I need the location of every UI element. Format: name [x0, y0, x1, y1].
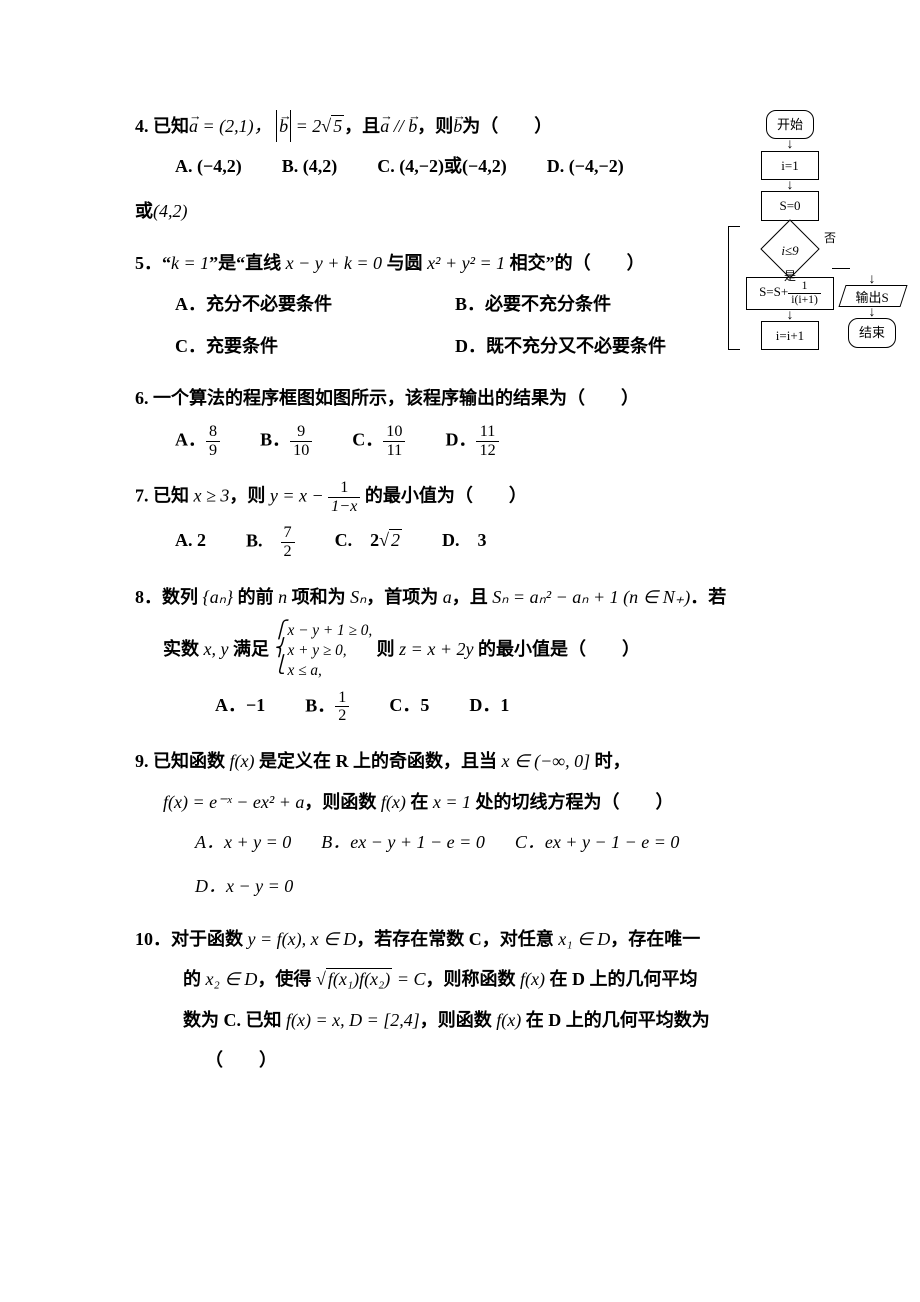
q4-opt-c: C. (4,−2)或(−4,2) [377, 150, 507, 182]
question-5: 5．“k = 1”是“直线 x − y + k = 0 与圆 x² + y² =… [135, 247, 695, 362]
q4-opt-d: D. (−4,−2) [547, 150, 624, 182]
q4-opt-a: A. (−4,2) [175, 150, 242, 182]
fc-arrow: ↓ [787, 310, 794, 321]
q-number: 10． [135, 929, 171, 949]
question-8: 8．数列 {aₙ} 的前 n 项和为 Sₙ，首项为 a，且 Sₙ = aₙ² −… [135, 581, 880, 726]
q6-opt-d: D．1112 [445, 423, 498, 460]
q4-opt-b: B. (4,2) [282, 150, 338, 182]
q5-opt-c: C．充要条件 [175, 330, 415, 362]
question-9: 9. 已知函数 f(x) 是定义在 R 上的奇函数，且当 x ∈ (−∞, 0]… [135, 745, 880, 903]
fc-arrow: ↓ [842, 274, 902, 285]
fc-init-i: i=1 [761, 151, 819, 180]
question-10: 10．对于函数 y = f(x), x ∈ D，若存在常数 C，对任意 x₁ ∈… [135, 923, 880, 1077]
q8-opt-d: D．1 [469, 689, 509, 726]
q9-options: A．x + y = 0 B．ex − y + 1 − e = 0 C．ex + … [135, 826, 880, 858]
q-number: 5． [135, 253, 162, 273]
q5-opt-d: D．既不充分又不必要条件 [455, 330, 695, 362]
q9-opt-a: A．x + y = 0 [195, 826, 291, 858]
q-number: 8． [135, 587, 162, 607]
q-number: 9. [135, 751, 149, 771]
q4-options: A. (−4,2) B. (4,2) C. (4,−2)或(−4,2) D. (… [135, 150, 695, 182]
q-number: 4. [135, 116, 149, 136]
q-number: 6. [135, 388, 149, 408]
q7-opt-a: A. 2 [175, 524, 206, 561]
q7-options: A. 2 B. 72 C. 22 D. 3 [135, 524, 880, 561]
q8-opt-b: B．12 [305, 689, 349, 726]
q7-opt-b: B. 72 [246, 524, 295, 561]
q8-opt-a: A．−1 [215, 689, 265, 726]
q9-opt-b: B．ex − y + 1 − e = 0 [321, 826, 485, 858]
q10-blank: （ ） [135, 1044, 880, 1076]
fc-yes-label: 是 [784, 266, 796, 288]
question-6: 6. 一个算法的程序框图如图所示，该程序输出的结果为（ ） A．89 B．910… [135, 382, 880, 459]
fc-arrow: ↓ [787, 139, 794, 150]
q6-opt-c: C．1011 [352, 423, 405, 460]
q9-options-2: D．x − y = 0 [135, 870, 880, 902]
fc-output: 输出S [838, 285, 907, 307]
fc-start: 开始 [766, 110, 814, 139]
fc-init-s: S=0 [761, 191, 819, 220]
q9-opt-d: D．x − y = 0 [195, 870, 293, 902]
fc-arrow: ↓ [787, 180, 794, 191]
q7-opt-c: C. 22 [335, 524, 402, 561]
q-number: 7. [135, 486, 149, 506]
q5-opt-a: A．充分不必要条件 [175, 288, 415, 320]
q6-options: A．89 B．910 C．1011 D．1112 [135, 423, 880, 460]
q5-options: A．充分不必要条件 B．必要不充分条件 C．充要条件 D．既不充分又不必要条件 [135, 288, 695, 363]
algorithm-flowchart: 开始 ↓ i=1 ↓ S=0 ↓ i≤9 是 否 ↓ S=S+1i(i+1) ↓… [730, 110, 900, 350]
question-4: 4. 已知a = (2,1)， b = 25，且a // b，则b为（ ） A.… [135, 110, 695, 227]
q6-opt-a: A．89 [175, 423, 220, 460]
question-7: 7. 已知 x ≥ 3，则 y = x − 11−x 的最小值为（ ） A. 2… [135, 479, 880, 560]
fc-decision: i≤9 是 否 [760, 232, 820, 266]
fc-no-label: 否 [824, 228, 836, 250]
q8-options: A．−1 B．12 C．5 D．1 [135, 689, 880, 726]
fc-inc: i=i+1 [761, 321, 819, 350]
q9-opt-c: C．ex + y − 1 − e = 0 [515, 826, 680, 858]
q8-opt-c: C．5 [389, 689, 429, 726]
q7-opt-d: D. 3 [442, 524, 487, 561]
q6-opt-b: B．910 [260, 423, 312, 460]
q5-opt-b: B．必要不充分条件 [455, 288, 695, 320]
fc-end: 结束 [848, 318, 896, 347]
